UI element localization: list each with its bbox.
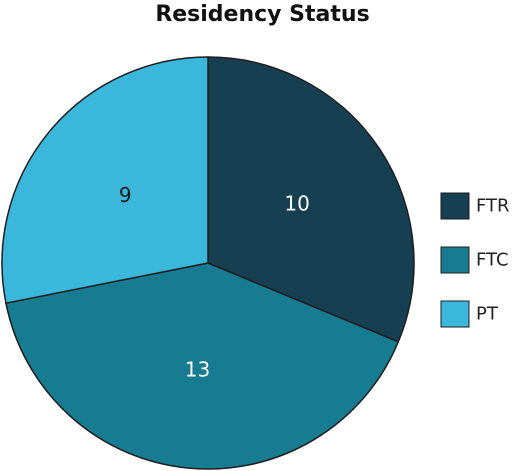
legend-swatch-ftc xyxy=(440,246,470,274)
pie-slice-ftc xyxy=(5,262,400,470)
pie-slice-pt xyxy=(1,56,209,304)
pie-slices xyxy=(1,56,415,470)
legend-swatch-pt xyxy=(440,300,470,328)
legend-label-ftr: FTR xyxy=(476,196,510,217)
data-label-pt: 9 xyxy=(119,183,132,207)
legend-label-ftc: FTC xyxy=(476,250,509,271)
pie-data-labels: 10 13 9 xyxy=(119,183,310,382)
data-label-ftc: 13 xyxy=(185,358,210,382)
pie-slice-ftr xyxy=(207,56,415,343)
chart-title: Residency Status xyxy=(155,2,370,27)
legend: FTR FTC PT xyxy=(440,192,510,328)
data-label-ftr: 10 xyxy=(284,192,309,216)
legend-swatch-ftr xyxy=(440,192,470,220)
legend-label-pt: PT xyxy=(476,304,499,325)
